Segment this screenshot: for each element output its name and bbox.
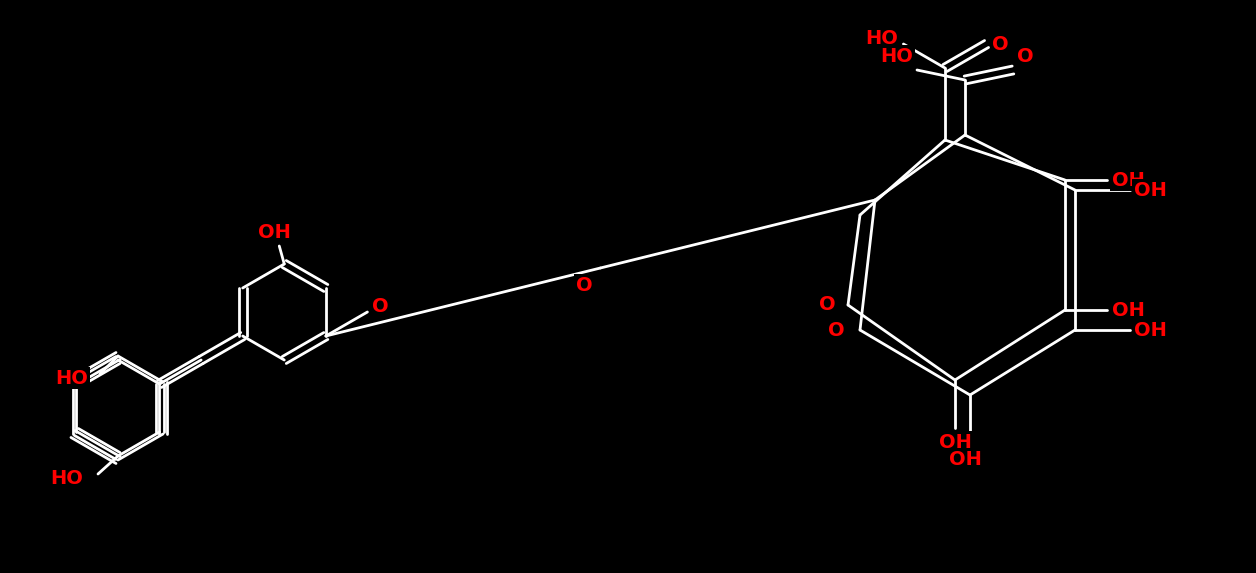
Text: OH: OH xyxy=(938,433,971,452)
Text: O: O xyxy=(819,296,836,315)
Text: HO: HO xyxy=(55,368,88,387)
Text: OH: OH xyxy=(948,450,981,469)
Text: OH: OH xyxy=(257,223,290,242)
Text: OH: OH xyxy=(1112,171,1144,190)
Text: HO: HO xyxy=(865,29,898,49)
Text: O: O xyxy=(1017,47,1034,66)
Text: HO: HO xyxy=(50,469,83,488)
Text: OH: OH xyxy=(1134,180,1167,199)
Text: OH: OH xyxy=(1112,300,1144,320)
Text: O: O xyxy=(991,34,1009,53)
Text: O: O xyxy=(373,297,389,316)
Text: HO: HO xyxy=(880,47,913,66)
Text: O: O xyxy=(829,320,845,339)
Text: OH: OH xyxy=(1134,320,1167,339)
Text: O: O xyxy=(575,276,593,295)
